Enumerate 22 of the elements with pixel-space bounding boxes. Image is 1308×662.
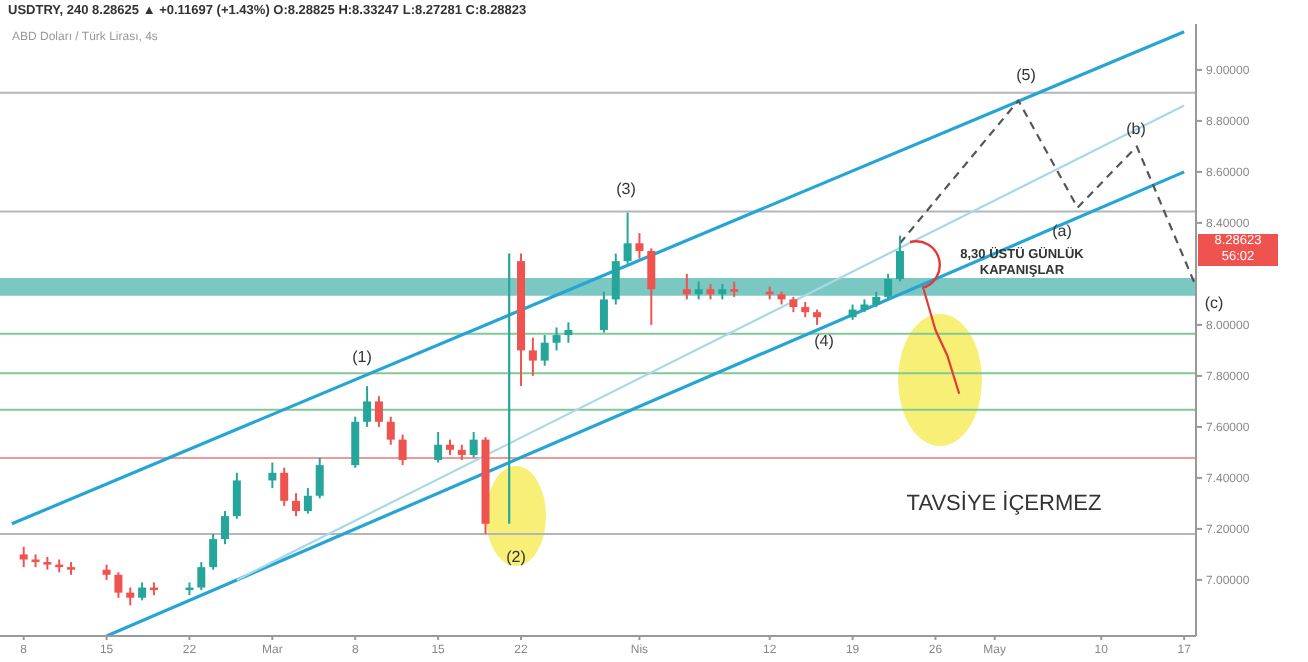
candlestick <box>19 545 28 569</box>
candlestick <box>682 272 691 301</box>
annotation: (1) <box>350 348 374 368</box>
annotation: (a) <box>1050 222 1074 242</box>
text: (c) <box>1202 294 1226 314</box>
candlestick <box>635 232 644 260</box>
annotation: TAVSİYE İÇERMEZ <box>904 492 1104 519</box>
candlestick <box>884 272 893 301</box>
annotation: (b) <box>1124 120 1148 140</box>
candlestick <box>623 211 632 265</box>
line-series <box>898 99 1196 288</box>
candlestick <box>647 247 656 326</box>
candlestick <box>232 471 241 520</box>
candlestick <box>197 561 206 592</box>
candlestick <box>895 234 904 283</box>
annotation: (2) <box>504 548 528 568</box>
candlestick <box>220 510 229 546</box>
annotation: (4) <box>812 332 836 352</box>
candlestick <box>209 533 218 571</box>
candlestick <box>114 571 123 599</box>
annotation: (3) <box>614 180 638 200</box>
annotation: (5) <box>1014 66 1038 86</box>
